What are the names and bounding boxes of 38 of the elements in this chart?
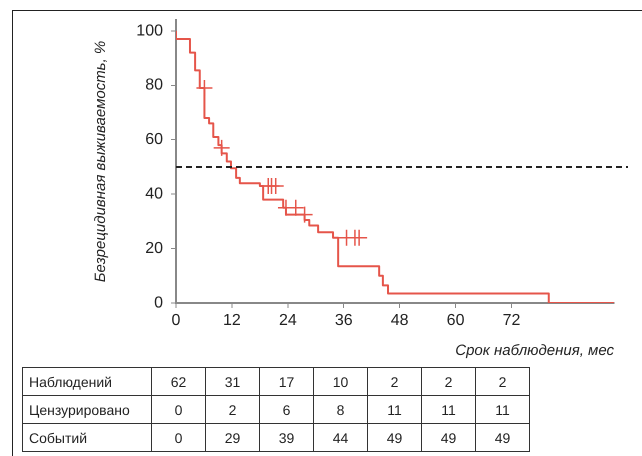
text: 6 — [260, 396, 314, 424]
x-tick-label: 0 — [172, 312, 181, 330]
text: 44 — [314, 424, 368, 452]
text: 2 — [476, 368, 530, 396]
text: 49 — [422, 424, 476, 452]
y-tick-label: 40 — [145, 186, 164, 203]
text: 49 — [476, 424, 530, 452]
y-tick-label: 0 — [154, 294, 164, 312]
x-tick-label: 60 — [446, 312, 465, 330]
x-tick-label: 12 — [223, 312, 241, 330]
text: 11 — [476, 396, 530, 424]
y-tick-label: 80 — [145, 76, 164, 94]
text: 2 — [368, 368, 422, 396]
text: 8 — [314, 396, 368, 424]
y-axis-title: Безрецидивная выживаемость, % — [92, 40, 110, 282]
text: 11 — [368, 396, 422, 424]
x-axis-title: Срок наблюдения, мес — [455, 342, 614, 360]
text: 2 — [422, 368, 476, 396]
x-tick-label: 72 — [502, 312, 520, 330]
text: Цензурировано — [22, 396, 152, 424]
text: 17 — [260, 368, 314, 396]
point — [212, 139, 230, 157]
text: 31 — [206, 368, 260, 396]
x-tick-label: 24 — [278, 312, 297, 330]
text: 29 — [206, 424, 260, 452]
x-tick-label: 48 — [390, 312, 409, 330]
y-tick-label: 60 — [145, 131, 164, 148]
text: Наблюдений — [22, 368, 152, 396]
text: 62 — [152, 368, 206, 396]
y-tick-label: 100 — [136, 22, 164, 40]
text: Событий — [22, 424, 152, 452]
x-tick-label: 36 — [334, 312, 353, 330]
text: 39 — [260, 424, 314, 452]
y-tick-label: 20 — [145, 240, 164, 257]
text: 49 — [368, 424, 422, 452]
text: 11 — [422, 396, 476, 424]
text: 10 — [314, 368, 368, 396]
text: 2 — [206, 396, 260, 424]
